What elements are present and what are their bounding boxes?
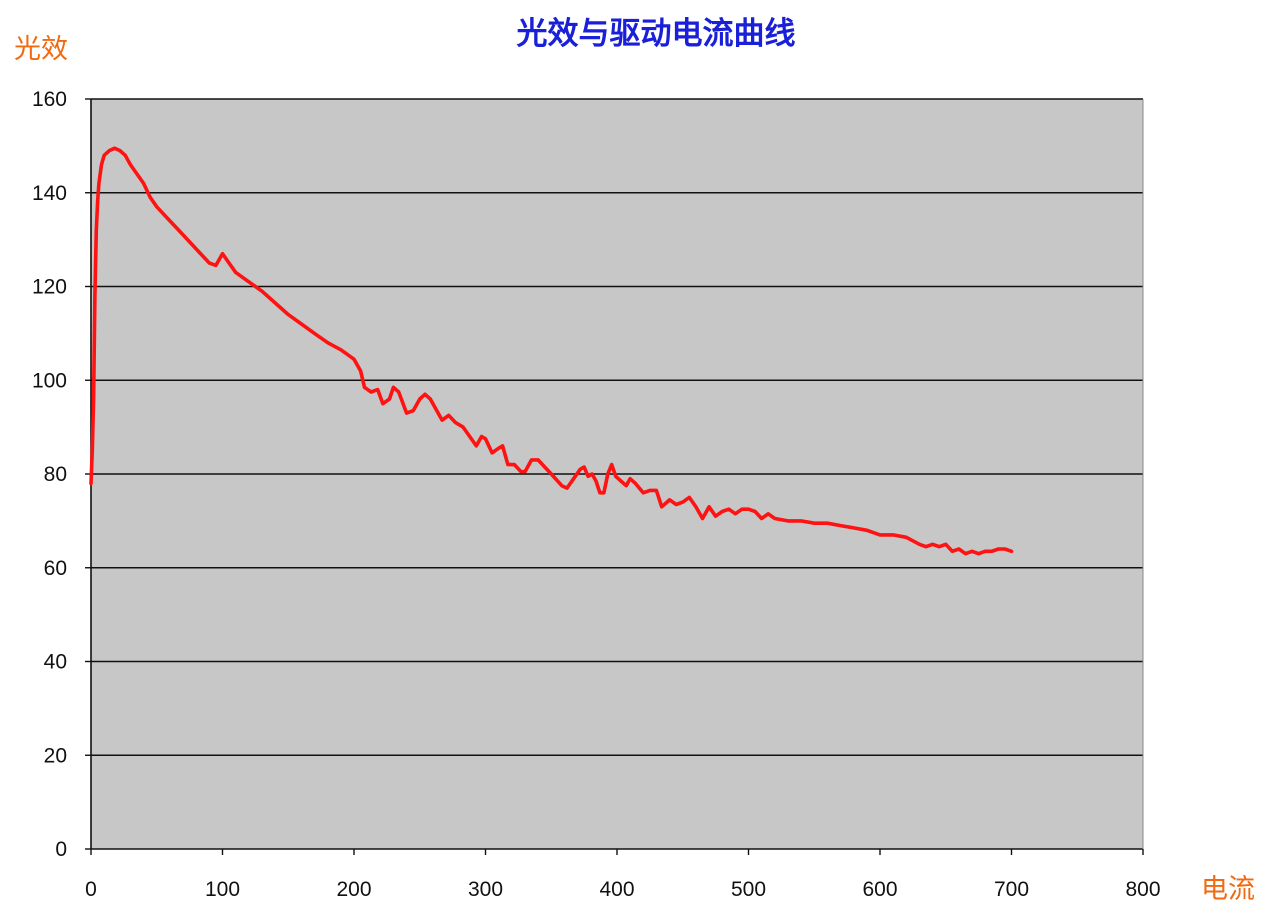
y-tick-label-120: 120 bbox=[32, 276, 67, 299]
y-tick-label-140: 140 bbox=[32, 182, 67, 205]
x-tick-labels: 0 100 200 300 400 500 600 700 800 bbox=[85, 878, 1160, 901]
chart-title: 光效与驱动电流曲线 bbox=[517, 16, 796, 52]
y-tick-label-20: 20 bbox=[44, 744, 67, 767]
y-tick-labels: 0 20 40 60 80 100 120 140 160 bbox=[32, 88, 67, 861]
x-tick-label-700: 700 bbox=[994, 878, 1029, 901]
x-tick-label-100: 100 bbox=[205, 878, 240, 901]
y-tick-label-160: 160 bbox=[32, 88, 67, 111]
x-tick-label-500: 500 bbox=[731, 878, 766, 901]
series-line-0 bbox=[89, 146, 1014, 556]
axes bbox=[85, 98, 1144, 855]
x-tick-label-600: 600 bbox=[862, 878, 897, 901]
gridlines bbox=[91, 98, 1143, 757]
x-axis-title: 电流 bbox=[1201, 874, 1255, 905]
y-tick-label-0: 0 bbox=[55, 838, 67, 861]
x-tick-label-200: 200 bbox=[336, 878, 371, 901]
y-tick-label-100: 100 bbox=[32, 369, 67, 392]
x-tick-label-300: 300 bbox=[468, 878, 503, 901]
x-tick-label-400: 400 bbox=[599, 878, 634, 901]
y-tick-label-60: 60 bbox=[44, 557, 67, 580]
y-tick-label-80: 80 bbox=[44, 463, 67, 486]
y-tick-label-40: 40 bbox=[44, 651, 67, 674]
x-tick-label-800: 800 bbox=[1125, 878, 1160, 901]
x-tick-label-0: 0 bbox=[85, 878, 97, 901]
y-axis-title: 光效 bbox=[14, 34, 68, 65]
series-layer bbox=[89, 146, 1014, 556]
